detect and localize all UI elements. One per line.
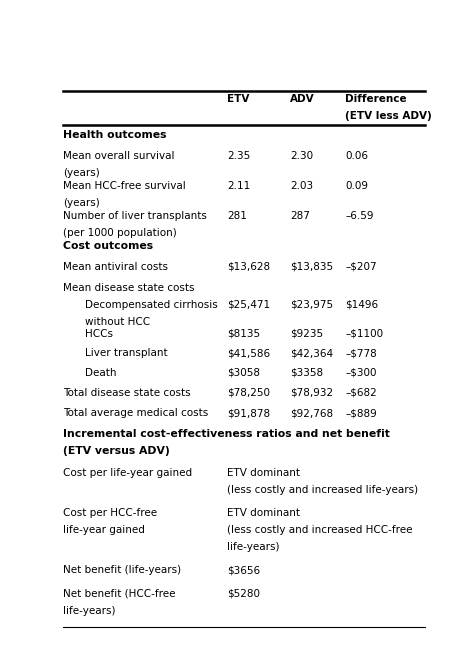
Text: –$778: –$778 xyxy=(346,348,377,359)
Text: 2.03: 2.03 xyxy=(290,181,313,191)
Text: 2.30: 2.30 xyxy=(290,151,313,161)
Text: ETV: ETV xyxy=(228,95,250,104)
Text: Incremental cost-effectiveness ratios and net benefit: Incremental cost-effectiveness ratios an… xyxy=(63,428,390,439)
Text: (less costly and increased life-years): (less costly and increased life-years) xyxy=(228,485,418,495)
Text: $92,768: $92,768 xyxy=(290,408,333,418)
Text: Liver transplant: Liver transplant xyxy=(85,348,168,359)
Text: $1496: $1496 xyxy=(346,300,378,310)
Text: $3058: $3058 xyxy=(228,368,260,378)
Text: $13,628: $13,628 xyxy=(228,262,270,272)
Text: HCCs: HCCs xyxy=(85,329,113,339)
Text: $8135: $8135 xyxy=(228,329,260,339)
Text: Cost per HCC-free: Cost per HCC-free xyxy=(63,508,157,518)
Text: Mean overall survival: Mean overall survival xyxy=(63,151,175,161)
Text: Total average medical costs: Total average medical costs xyxy=(63,408,208,418)
Text: 281: 281 xyxy=(228,211,247,221)
Text: life-years): life-years) xyxy=(228,542,280,552)
Text: 287: 287 xyxy=(290,211,310,221)
Text: –$682: –$682 xyxy=(346,387,377,398)
Text: –6.59: –6.59 xyxy=(346,211,374,221)
Text: $41,586: $41,586 xyxy=(228,348,270,359)
Text: $3656: $3656 xyxy=(228,565,260,576)
Text: without HCC: without HCC xyxy=(85,317,150,327)
Text: $9235: $9235 xyxy=(290,329,323,339)
Text: –$1100: –$1100 xyxy=(346,329,384,339)
Text: 0.06: 0.06 xyxy=(346,151,368,161)
Text: Cost outcomes: Cost outcomes xyxy=(63,241,153,252)
Text: Total disease state costs: Total disease state costs xyxy=(63,387,191,398)
Text: $13,835: $13,835 xyxy=(290,262,333,272)
Text: ETV dominant: ETV dominant xyxy=(228,468,300,478)
Text: $25,471: $25,471 xyxy=(228,300,270,310)
Text: $23,975: $23,975 xyxy=(290,300,333,310)
Text: Health outcomes: Health outcomes xyxy=(63,130,167,140)
Text: (years): (years) xyxy=(63,168,100,178)
Text: (years): (years) xyxy=(63,198,100,208)
Text: Difference: Difference xyxy=(346,95,407,104)
Text: $78,250: $78,250 xyxy=(228,387,270,398)
Text: life-years): life-years) xyxy=(63,606,116,615)
Text: Net benefit (HCC-free: Net benefit (HCC-free xyxy=(63,589,176,599)
Text: Mean disease state costs: Mean disease state costs xyxy=(63,282,195,293)
Text: $91,878: $91,878 xyxy=(228,408,270,418)
Text: $3358: $3358 xyxy=(290,368,323,378)
Text: Mean HCC-free survival: Mean HCC-free survival xyxy=(63,181,186,191)
Text: Net benefit (life-years): Net benefit (life-years) xyxy=(63,565,181,576)
Text: Number of liver transplants: Number of liver transplants xyxy=(63,211,207,221)
Text: (less costly and increased HCC-free: (less costly and increased HCC-free xyxy=(228,526,413,535)
Text: (ETV versus ADV): (ETV versus ADV) xyxy=(63,447,170,456)
Text: $78,932: $78,932 xyxy=(290,387,333,398)
Text: life-year gained: life-year gained xyxy=(63,526,145,535)
Text: Mean antiviral costs: Mean antiviral costs xyxy=(63,262,168,272)
Text: Decompensated cirrhosis: Decompensated cirrhosis xyxy=(85,300,218,310)
Text: $42,364: $42,364 xyxy=(290,348,333,359)
Text: 2.11: 2.11 xyxy=(228,181,250,191)
Text: ETV dominant: ETV dominant xyxy=(228,508,300,518)
Text: –$207: –$207 xyxy=(346,262,377,272)
Text: (ETV less ADV): (ETV less ADV) xyxy=(346,111,432,121)
Text: –$300: –$300 xyxy=(346,368,377,378)
Text: Death: Death xyxy=(85,368,117,378)
Text: (per 1000 population): (per 1000 population) xyxy=(63,228,177,239)
Text: ADV: ADV xyxy=(290,95,315,104)
Text: 2.35: 2.35 xyxy=(228,151,250,161)
Text: –$889: –$889 xyxy=(346,408,377,418)
Text: 0.09: 0.09 xyxy=(346,181,368,191)
Text: $5280: $5280 xyxy=(228,589,260,599)
Text: Cost per life-year gained: Cost per life-year gained xyxy=(63,468,192,478)
